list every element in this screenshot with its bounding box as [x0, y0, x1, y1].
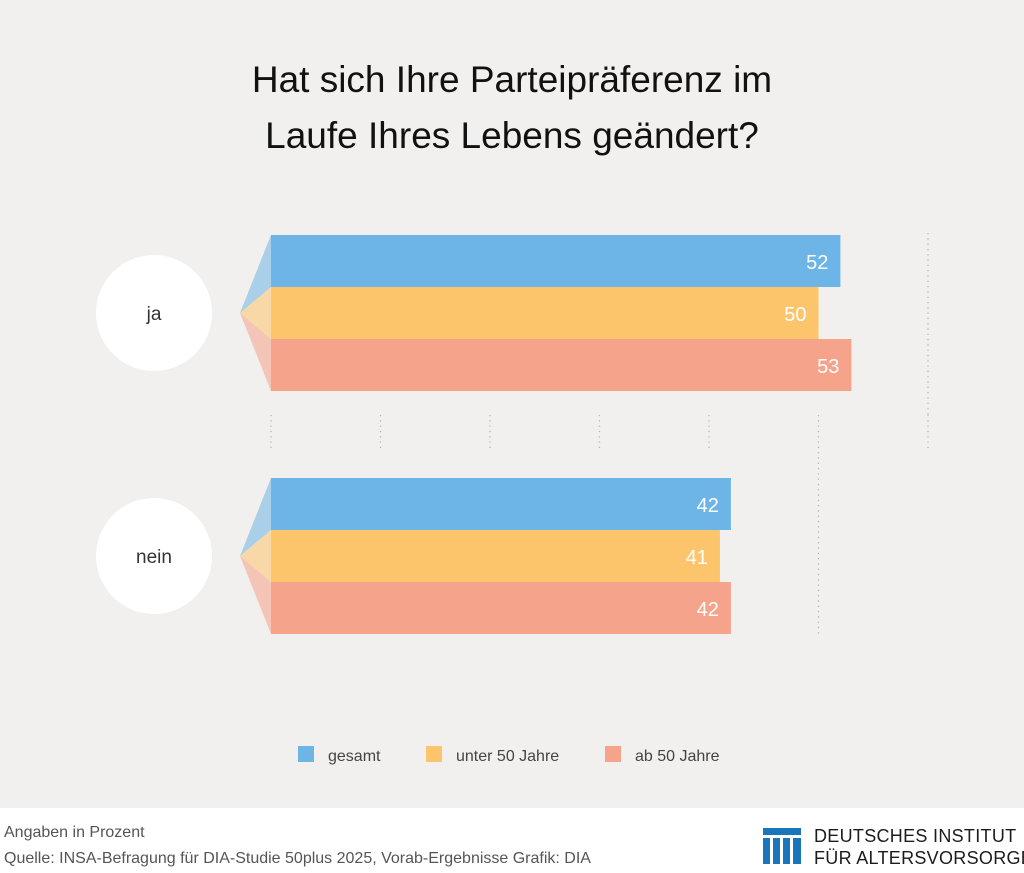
legend-swatch-gesamt: [298, 746, 314, 762]
data-label-ja-ab-50-jahre: 53: [817, 356, 839, 378]
bar-tip-ja-unter-50-jahre: [240, 287, 271, 339]
legend-label-unter-50-jahre: unter 50 Jahre: [456, 748, 559, 765]
bar-ja-gesamt: [271, 235, 841, 287]
footer-source: Quelle: INSA-Befragung für DIA-Studie 50…: [4, 850, 591, 867]
legend-label-ab-50-jahre: ab 50 Jahre: [635, 748, 720, 765]
logo-text-line1: DEUTSCHES INSTITUT: [814, 826, 1017, 846]
bar-nein-ab-50-jahre: [271, 582, 731, 634]
category-circle-nein: [96, 498, 212, 614]
chart-area: Hat sich Ihre Parteipräferenz im Laufe Ih…: [96, 59, 929, 765]
footer-note: Angaben in Prozent: [4, 824, 145, 841]
bar-nein-unter-50-jahre: [271, 530, 720, 582]
bar-ja-unter-50-jahre: [271, 287, 819, 339]
bar-tip-nein-unter-50-jahre: [240, 530, 271, 582]
data-label-nein-unter-50-jahre: 41: [686, 547, 708, 569]
bar-tip-nein-ab-50-jahre: [240, 556, 271, 634]
legend-swatch-unter-50-jahre: [426, 746, 442, 762]
data-label-ja-unter-50-jahre: 50: [784, 304, 806, 326]
data-label-nein-ab-50-jahre: 42: [697, 599, 719, 621]
dia-logo-icon: [763, 828, 801, 864]
legend-swatch-ab-50-jahre: [605, 746, 621, 762]
category-circle-ja: [96, 255, 212, 371]
category-label-ja: ja: [146, 304, 162, 325]
logo-text-line2: FÜR ALTERSVORSORGE: [814, 848, 1024, 868]
data-label-nein-gesamt: 42: [697, 495, 719, 517]
category-label-nein: nein: [136, 547, 172, 568]
bar-tip-ja-ab-50-jahre: [240, 313, 271, 391]
bar-nein-gesamt: [271, 478, 731, 530]
chart-title: Hat sich Ihre Parteipräferenz im Laufe Ih…: [252, 59, 772, 156]
data-label-ja-gesamt: 52: [806, 252, 828, 274]
legend-label-gesamt: gesamt: [328, 748, 381, 765]
bar-ja-ab-50-jahre: [271, 339, 852, 391]
bar-chart: Hat sich Ihre Parteipräferenz im Laufe Ih…: [96, 59, 929, 765]
footer: Angaben in Prozent Quelle: INSA-Befragun…: [0, 808, 1024, 873]
